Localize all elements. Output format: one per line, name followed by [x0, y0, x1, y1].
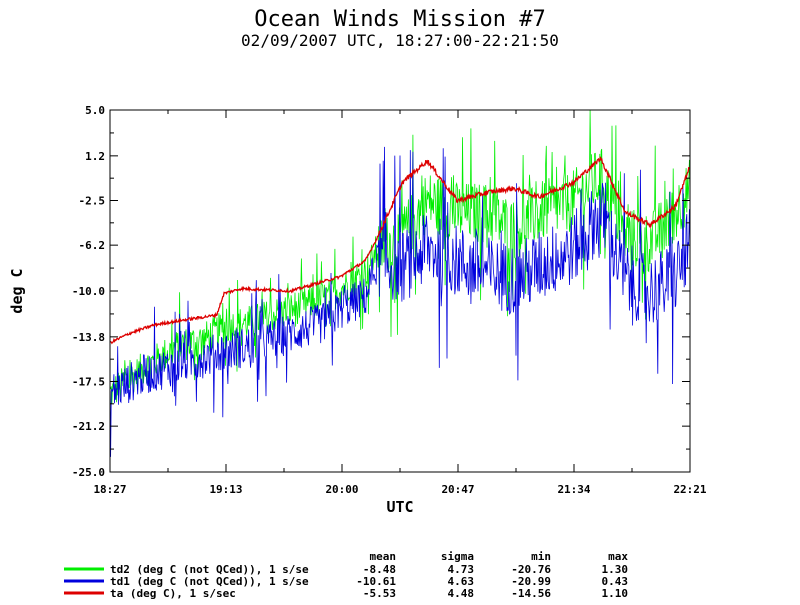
legend-stat-header: min [531, 550, 551, 563]
legend-stat-value: -8.48 [363, 563, 396, 576]
legend-stat-value: -20.99 [511, 575, 551, 588]
legend-series-name: td2 (deg C (not QCed)), 1 s/se [110, 563, 309, 576]
y-tick-label: -10.0 [72, 285, 105, 298]
x-tick-label: 20:00 [325, 483, 358, 496]
y-tick-label: -17.5 [72, 376, 105, 389]
y-tick-label: -13.8 [72, 331, 105, 344]
legend-stat-value: 4.63 [448, 575, 475, 588]
legend-stat-value: -5.53 [363, 587, 396, 600]
series-line-3 [110, 156, 691, 345]
legend-series-name: ta (deg C), 1 s/sec [110, 587, 236, 600]
y-tick-label: -21.2 [72, 420, 105, 433]
axes-layer: 5.0 1.2 -2.5 -6.2 -10.0 -13.8 -17.5 -21.2 -25.0 1… [72, 104, 707, 496]
legend-series-name: td1 (deg C (not QCed)), 1 s/se [110, 575, 309, 588]
x-tick-label: 18:27 [93, 483, 126, 496]
y-tick-label: -6.2 [79, 239, 106, 252]
legend-stat-header: sigma [441, 550, 474, 563]
series-layer [109, 109, 691, 457]
series-line-1 [109, 109, 691, 404]
legend: mean sigma min max td2 (deg C (not QCed)), 1… [64, 550, 628, 600]
legend-stat-value: 4.48 [448, 587, 475, 600]
legend-stat-value: -10.61 [356, 575, 396, 588]
y-tick-label: 1.2 [85, 150, 105, 163]
legend-stat-value: -14.56 [511, 587, 551, 600]
legend-stat-header: mean [370, 550, 397, 563]
legend-stat-value: 1.10 [602, 587, 629, 600]
x-tick-label: 19:13 [209, 483, 242, 496]
y-axis-label: deg C [8, 268, 26, 313]
legend-stat-header: max [608, 550, 628, 563]
y-tick-label: 5.0 [85, 104, 105, 117]
chart-subtitle: 02/09/2007 UTC, 18:27:00-22:21:50 [241, 31, 559, 50]
legend-stat-value: -20.76 [511, 563, 551, 576]
series-line-2 [109, 146, 691, 457]
legend-stat-value: 0.43 [602, 575, 629, 588]
chart-title: Ocean Winds Mission #7 [254, 7, 545, 32]
y-tick-label: -25.0 [72, 466, 105, 479]
y-tick-label: -2.5 [79, 195, 106, 208]
legend-stat-value: 1.30 [602, 563, 629, 576]
x-tick-label: 22:21 [673, 483, 706, 496]
legend-stat-value: 4.73 [448, 563, 475, 576]
x-tick-label: 20:47 [441, 483, 474, 496]
x-axis-label: UTC [386, 498, 413, 516]
x-tick-label: 21:34 [557, 483, 590, 496]
